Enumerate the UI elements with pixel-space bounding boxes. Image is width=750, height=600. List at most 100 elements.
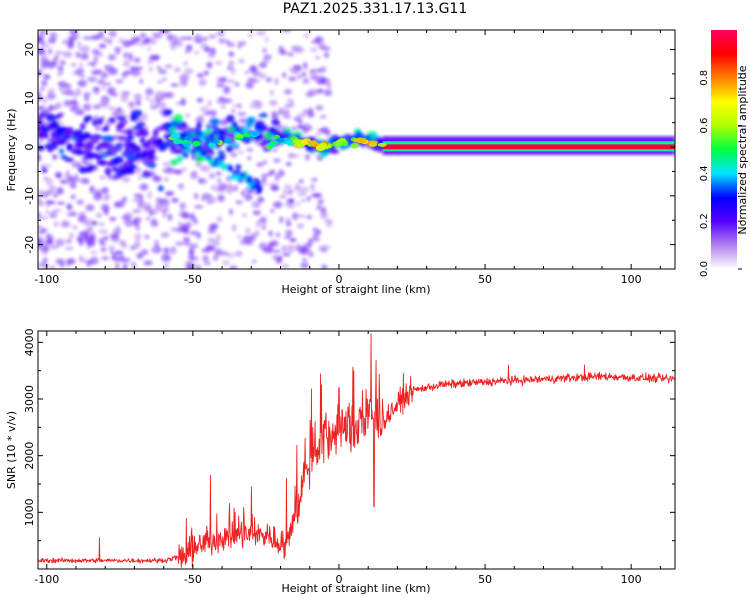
- heatmap-cell: [302, 257, 308, 263]
- heatmap-cell: [222, 260, 230, 265]
- spectrogram-ytick-label: -20: [23, 236, 36, 254]
- heatmap-cell: [305, 153, 310, 161]
- heatmap-cell: [148, 55, 158, 62]
- spectrogram-ytick-label: 10: [23, 91, 36, 105]
- heatmap-cell: [302, 80, 311, 85]
- heatmap-peak: [235, 133, 244, 139]
- heatmap-cell: [282, 252, 291, 257]
- heatmap-cell: [230, 266, 236, 269]
- heatmap-cell: [220, 165, 227, 171]
- heatmap-cell: [166, 166, 175, 174]
- heatmap-peak: [192, 140, 201, 147]
- heatmap-cell: [111, 166, 118, 172]
- heatmap-cell: [254, 125, 263, 130]
- heatmap-cell: [121, 72, 128, 77]
- heatmap-cell: [38, 69, 43, 77]
- heatmap-cell: [110, 234, 120, 243]
- heatmap-cell: [152, 129, 159, 136]
- heatmap-cell: [210, 223, 219, 229]
- heatmap-cell: [300, 262, 309, 269]
- colorbar-tick-label: 0.4: [699, 165, 710, 181]
- heatmap-cell: [85, 218, 94, 226]
- heatmap-cell: [268, 169, 276, 176]
- heatmap-cell: [323, 89, 333, 96]
- heatmap-cell: [208, 146, 214, 155]
- heatmap-cell: [121, 91, 131, 96]
- heatmap-cell: [55, 258, 65, 265]
- heatmap-cell: [38, 125, 42, 133]
- heatmap-cell: [194, 129, 204, 136]
- heatmap-cell: [320, 126, 330, 134]
- heatmap-cell: [249, 104, 256, 109]
- heatmap-cell: [301, 72, 307, 77]
- colorbar-tick-label: 0.2: [699, 213, 710, 229]
- heatmap-cell: [164, 191, 173, 197]
- spectrogram-frame: [37, 29, 676, 270]
- heatmap-cell: [258, 242, 268, 250]
- heatmap-cell: [234, 169, 241, 175]
- heatmap-cell: [179, 36, 187, 41]
- snr-plot-area: [38, 331, 675, 569]
- heatmap-cell: [38, 200, 45, 207]
- heatmap-cell: [314, 55, 321, 60]
- heatmap-cell: [281, 72, 287, 78]
- heatmap-cell: [70, 62, 77, 67]
- heatmap-cell: [52, 208, 62, 213]
- heatmap-cell: [38, 138, 43, 143]
- heatmap-cell: [320, 211, 328, 220]
- heatmap-cell: [184, 113, 191, 118]
- heatmap-cell: [290, 154, 300, 158]
- heatmap-cell: [55, 238, 65, 247]
- heatmap-cell: [130, 65, 135, 74]
- heatmap-cell: [278, 107, 285, 114]
- heatmap-peak: [172, 138, 183, 145]
- heatmap-cell: [54, 114, 61, 120]
- heatmap-cell: [228, 208, 234, 216]
- heatmap-cell: [281, 264, 290, 268]
- heatmap-cell: [184, 68, 194, 75]
- heatmap-cell: [282, 30, 291, 33]
- heatmap-cell: [38, 244, 48, 248]
- heatmap-cell: [308, 251, 314, 258]
- heatmap-cell: [175, 241, 185, 246]
- heatmap-cell: [162, 162, 172, 166]
- heatmap-cell: [189, 213, 196, 221]
- heatmap-cell: [281, 245, 287, 252]
- heatmap-cell: [46, 88, 56, 93]
- heatmap-cell: [122, 263, 128, 269]
- heatmap-cell: [140, 249, 149, 256]
- heatmap-cell: [95, 212, 103, 218]
- heatmap-cell: [38, 144, 45, 152]
- heatmap-cell: [262, 47, 268, 54]
- heatmap-cell: [140, 32, 147, 38]
- heatmap-cell: [188, 249, 195, 257]
- heatmap-cell: [84, 115, 93, 121]
- heatmap-cell: [294, 185, 302, 192]
- heatmap-cell: [232, 185, 238, 192]
- heatmap-cell: [321, 264, 328, 269]
- heatmap-cell: [70, 106, 77, 112]
- heatmap-cell: [136, 252, 144, 260]
- heatmap-cell: [165, 92, 173, 98]
- heatmap-cell: [237, 112, 247, 116]
- heatmap-cell: [239, 239, 248, 245]
- heatmap-peak: [377, 142, 387, 147]
- heatmap-cell: [244, 193, 253, 201]
- colorbar-tick-label: 0.8: [699, 70, 710, 86]
- heatmap-cell: [121, 39, 132, 48]
- heatmap-cell: [292, 65, 299, 69]
- heatmap-cell: [57, 72, 63, 76]
- heatmap-cell: [193, 205, 204, 209]
- spectrogram-ytick-label: 0: [23, 144, 36, 151]
- heatmap-cell: [198, 178, 208, 185]
- heatmap-cell: [82, 230, 90, 238]
- snr-xtick-label: -100: [34, 573, 59, 586]
- heatmap-cell: [84, 161, 89, 165]
- heatmap-cell: [171, 197, 179, 203]
- heatmap-cell: [272, 249, 281, 253]
- heatmap-cell: [258, 113, 268, 118]
- heatmap-cell: [51, 141, 57, 150]
- heatmap-cell: [162, 77, 167, 82]
- heatmap-cell: [79, 75, 86, 79]
